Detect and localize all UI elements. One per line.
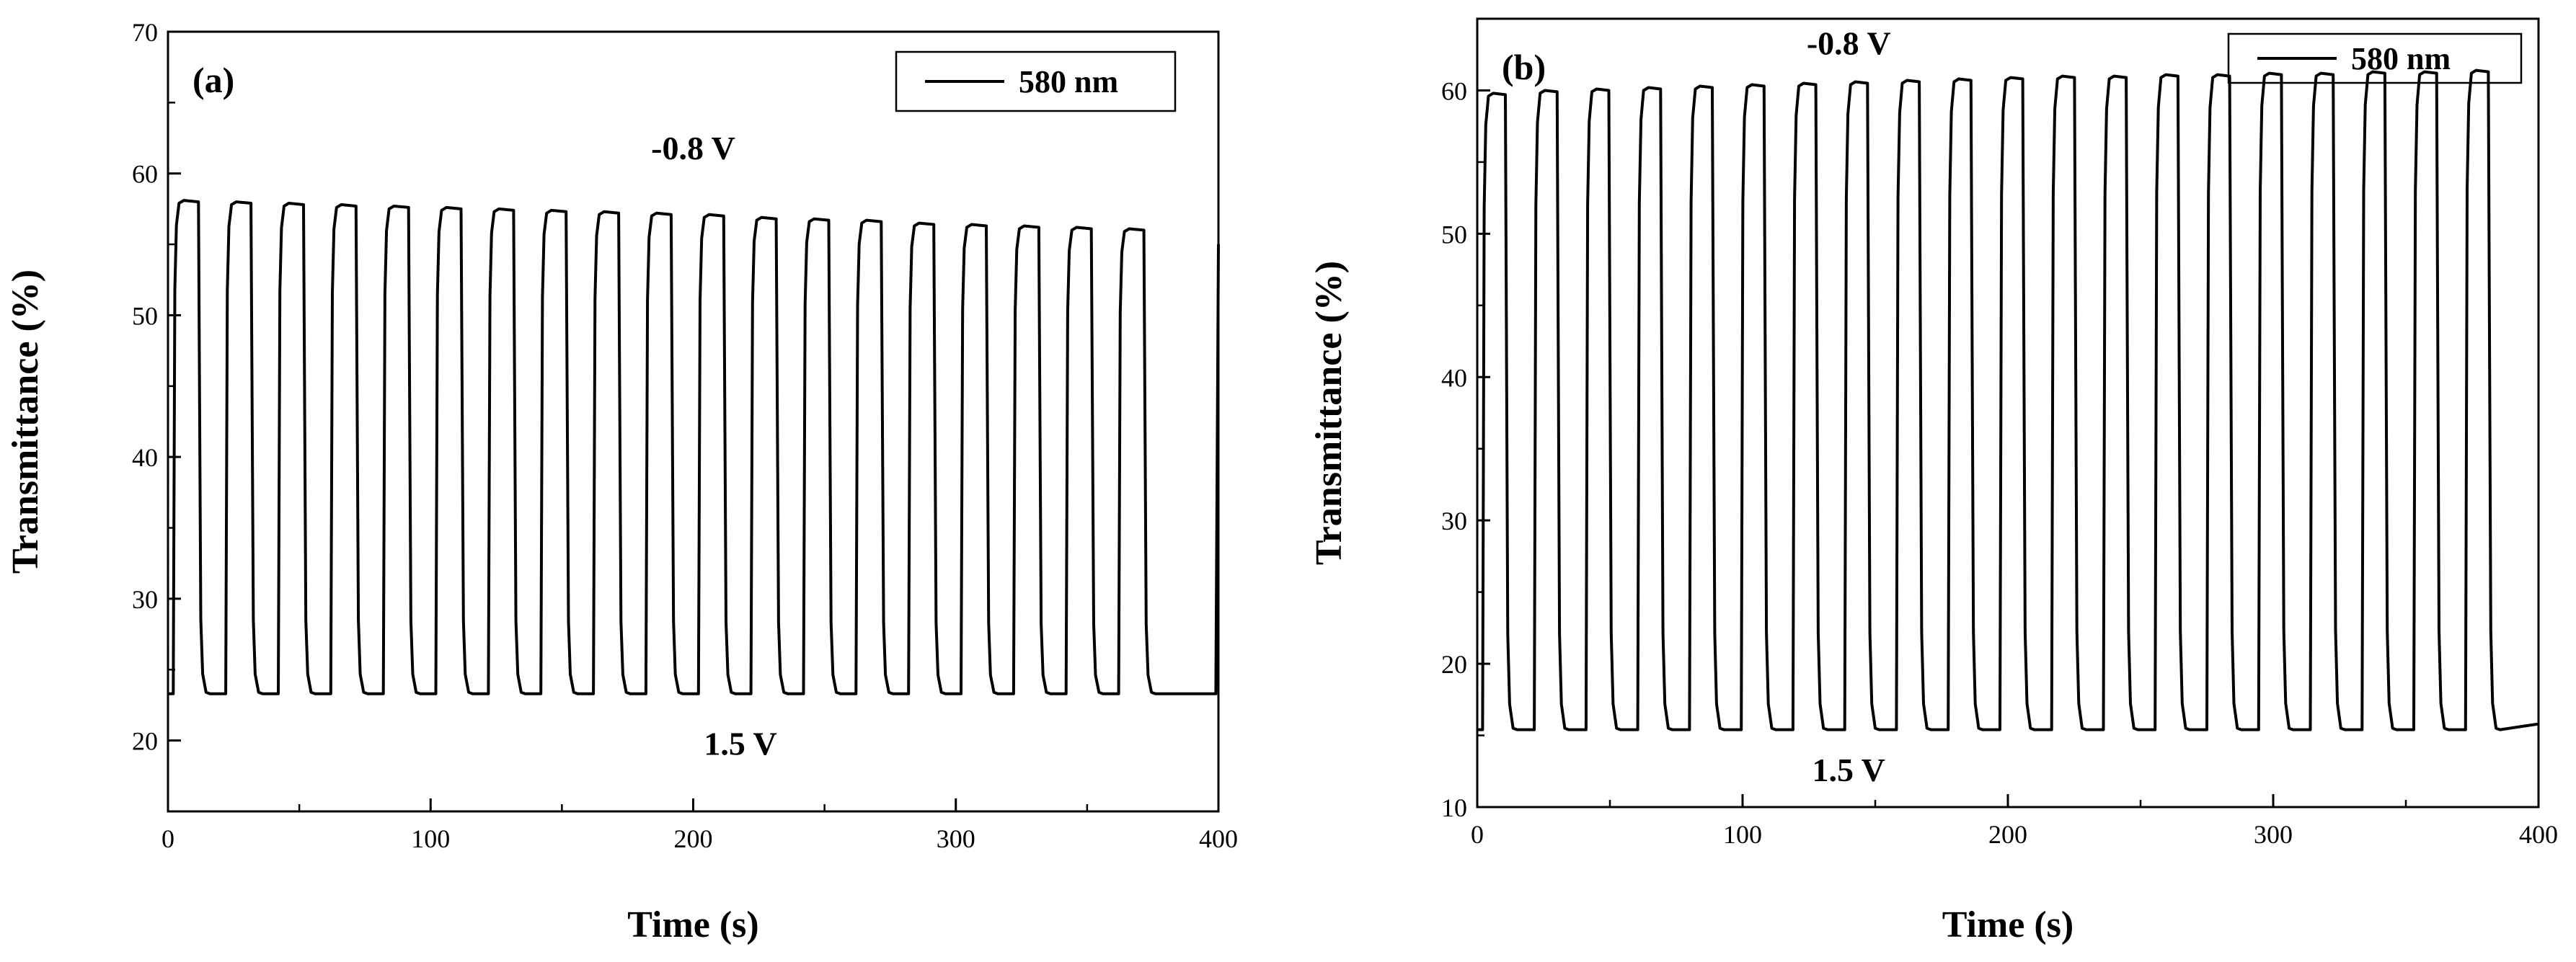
chart-panel-a: 0 100 200 300 400 20 30 40 50 60 70 Time (s) Transmi… — [5, 18, 1238, 945]
y-tick-label: 10 — [1441, 793, 1467, 822]
x-tick-label: 200 — [1988, 820, 2027, 849]
x-tick-label: 300 — [937, 824, 975, 853]
voltage-annotation: 1.5 V — [704, 725, 776, 762]
y-tick-label: 60 — [132, 160, 158, 189]
x-tick-label: 400 — [2519, 820, 2558, 849]
panel-label: (a) — [192, 60, 234, 100]
legend-label: 580 nm — [1019, 64, 1118, 99]
voltage-annotation: 1.5 V — [1813, 752, 1885, 788]
x-axis-title: Time (s) — [627, 904, 758, 945]
x-tick-label: 400 — [1199, 824, 1238, 853]
y-tick-label: 70 — [132, 18, 158, 47]
x-tick-label: 100 — [1723, 820, 1762, 849]
chart-panel-b: 0 100 200 300 400 10 20 30 40 50 60 Time (s) Transmi… — [1309, 17, 2558, 945]
y-tick-label: 50 — [132, 301, 158, 330]
y-axis-title: Transmittance (%) — [1309, 261, 1350, 565]
y-tick-label: 40 — [132, 443, 158, 472]
y-tick-label: 40 — [1441, 363, 1467, 392]
y-tick-label: 20 — [132, 727, 158, 756]
voltage-annotation: -0.8 V — [651, 130, 735, 166]
legend-label: 580 nm — [2351, 41, 2451, 76]
panel-label: (b) — [1502, 47, 1546, 87]
x-tick-label: 200 — [674, 824, 713, 853]
y-axis-title: Transmittance (%) — [5, 270, 46, 574]
x-tick-label: 100 — [411, 824, 450, 853]
y-tick-label: 30 — [1441, 507, 1467, 535]
x-tick-label: 0 — [161, 824, 174, 853]
series-line-580nm — [1477, 68, 2539, 731]
voltage-annotation: -0.8 V — [1807, 25, 1891, 62]
y-tick-label: 30 — [132, 585, 158, 614]
x-tick-label: 0 — [1471, 820, 1484, 849]
x-axis-title: Time (s) — [1942, 904, 2073, 945]
series-line-580nm — [168, 199, 1220, 695]
y-tick-label: 60 — [1441, 76, 1467, 105]
x-tick-label: 300 — [2254, 820, 2293, 849]
y-tick-label: 50 — [1441, 220, 1467, 249]
y-tick-label: 20 — [1441, 650, 1467, 679]
